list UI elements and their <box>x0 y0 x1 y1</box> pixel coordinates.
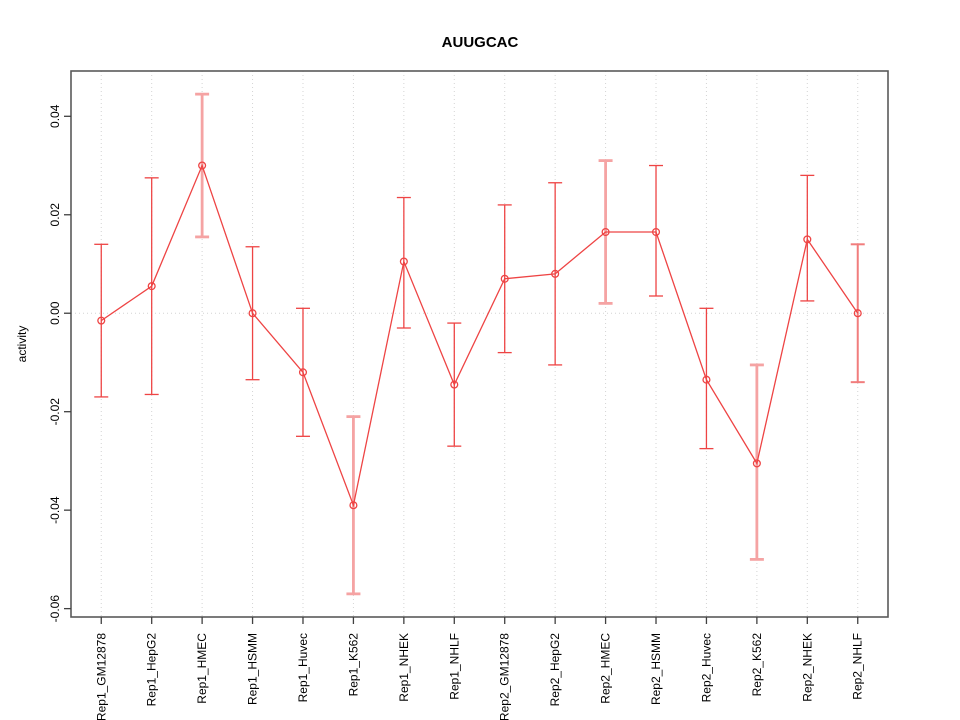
x-tick-label: Rep2_GM12878 <box>498 633 512 720</box>
y-tick-label: 0.04 <box>48 104 62 128</box>
x-tick-label: Rep1_Huvec <box>296 633 310 702</box>
series-line <box>100 163 859 508</box>
data-point <box>198 161 207 170</box>
x-tick-label: Rep1_NHEK <box>397 633 411 702</box>
y-tick-label: 0.00 <box>48 301 62 325</box>
data-point <box>298 368 308 377</box>
generated-chart-layer: 0.04 0.02 0.00 -0.02 -0.04 -0.06 Rep1_GM12878 R… <box>48 70 889 720</box>
x-tick-label: Rep2_NHEK <box>800 633 814 702</box>
x-tick-label: Rep2_HMEC <box>599 633 613 704</box>
chart-title: AUUGCAC <box>442 34 519 51</box>
x-tick-label: Rep1_HMEC <box>195 633 209 704</box>
y-axis-label: activity <box>15 326 29 363</box>
data-point <box>399 257 408 266</box>
x-tick-label: Rep2_Huvec <box>699 633 713 702</box>
data-point <box>147 282 156 291</box>
x-tick-label: Rep1_HSMM <box>246 633 260 705</box>
data-point <box>853 309 862 318</box>
x-tick-label: Rep2_K562 <box>750 633 764 697</box>
x-tick-label: Rep1_K562 <box>346 633 360 697</box>
data-point <box>248 309 257 318</box>
x-tick-label: Rep2_HSMM <box>649 633 663 705</box>
data-point <box>349 501 358 510</box>
data-point <box>752 459 761 468</box>
data-point <box>601 227 610 237</box>
data-point <box>500 274 509 283</box>
y-tick-label: -0.02 <box>48 398 62 426</box>
data-point <box>97 316 106 325</box>
data-point <box>651 227 661 237</box>
x-tick-label: Rep1_NHLF <box>447 633 461 700</box>
x-tick-label: Rep2_NHLF <box>851 633 865 700</box>
data-point <box>450 380 459 389</box>
x-tick-label: Rep1_GM12878 <box>94 633 108 720</box>
y-tick-label: 0.02 <box>48 203 62 227</box>
data-point <box>702 375 711 384</box>
data-point <box>551 269 560 278</box>
y-tick-label: -0.06 <box>48 595 62 623</box>
x-tick-label: Rep1_HepG2 <box>145 633 159 707</box>
data-point <box>803 235 812 244</box>
plot-box <box>70 70 889 618</box>
y-tick-label: -0.04 <box>48 496 62 524</box>
x-tick-label: Rep2_HepG2 <box>548 633 562 707</box>
